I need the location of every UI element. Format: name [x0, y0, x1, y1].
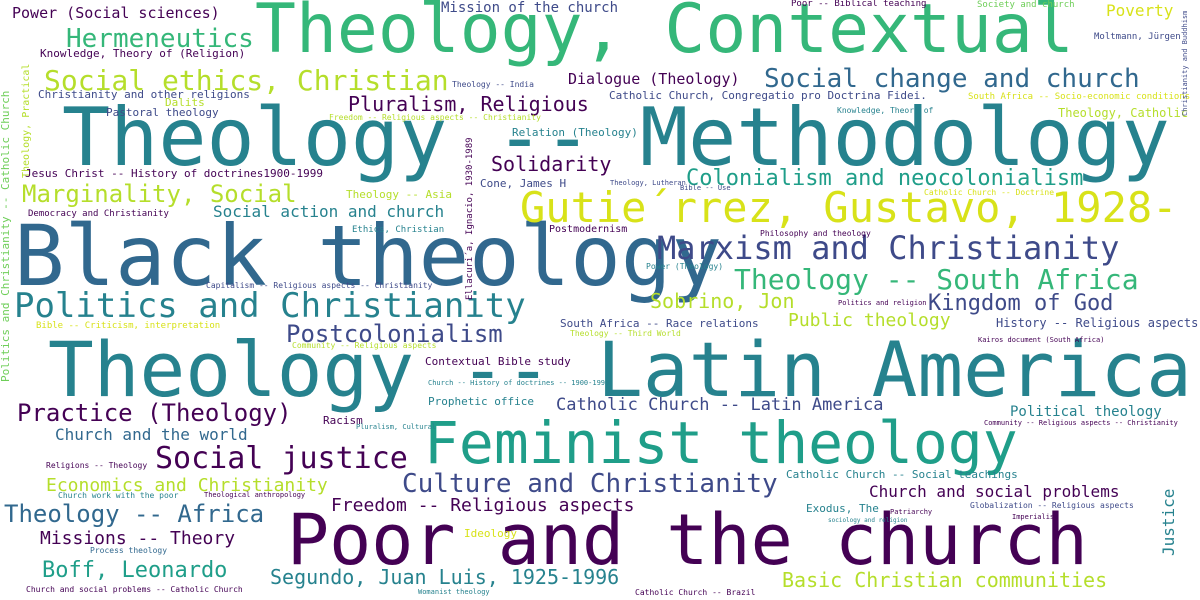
cloud-word: Economics and Christianity: [46, 475, 328, 496]
cloud-word: Ethics, Christian: [352, 225, 445, 235]
cloud-word: Postmodernism: [549, 224, 628, 235]
cloud-word: Theology -- Third World: [570, 329, 681, 338]
cloud-word: Pastoral theology: [106, 106, 219, 119]
cloud-word: Missions -- Theory: [40, 528, 236, 549]
cloud-word: Politics and religion: [838, 299, 927, 307]
cloud-word: Theology -- Africa: [4, 500, 265, 528]
cloud-word: sociology and religion: [828, 517, 908, 524]
cloud-word: Pluralism, Cultural: [356, 423, 437, 431]
cloud-word: Theology, Lutheran: [610, 179, 686, 187]
cloud-word: Theology -- South Africa: [734, 263, 1139, 296]
cloud-word: Social action and church: [213, 202, 445, 221]
cloud-word: Theology -- Latin America: [48, 325, 1192, 414]
cloud-word: Theology, Practical: [21, 63, 32, 178]
cloud-word: Process theology: [90, 546, 168, 555]
cloud-word: Power (Theology): [646, 262, 724, 271]
cloud-word: Freedom -- Religious aspects: [331, 495, 635, 516]
cloud-word: Relation (Theology): [512, 126, 638, 139]
cloud-word: Poor and the church: [287, 499, 1088, 581]
cloud-word: Kingdom of God: [928, 291, 1114, 316]
cloud-word: Knowledge, Theory of (Religion): [40, 47, 246, 60]
cloud-word: Church and social problems: [869, 482, 1120, 501]
cloud-word: Social justice: [155, 441, 408, 476]
cloud-word: Basic Christian communities: [782, 568, 1108, 592]
cloud-word: Bible -- Use: [680, 184, 731, 192]
cloud-word: Catholic Church -- Brazil: [635, 588, 756, 597]
cloud-word: Poor -- Biblical teaching: [791, 0, 927, 9]
cloud-word: Catholic Church -- Latin America: [556, 395, 884, 415]
cloud-word: Dialogue (Theology): [568, 70, 740, 88]
cloud-word: Colonialism and neocolonialism: [686, 166, 1084, 191]
cloud-word: Contextual Bible study: [425, 355, 571, 368]
cloud-word: Moltmann, Jürgen: [1094, 32, 1181, 42]
cloud-word: History -- Religious aspects: [996, 316, 1199, 330]
cloud-word: Religions -- Theology: [46, 461, 148, 470]
cloud-word: Culture and Christianity: [402, 469, 778, 499]
cloud-word: Church work with the poor: [58, 491, 179, 500]
cloud-word: Jesus Christ -- History of doctrines1900…: [25, 167, 324, 180]
cloud-word: Patriarchy: [890, 508, 933, 516]
cloud-word: Theology, Contextual: [255, 0, 1074, 69]
cloud-word: Ideology: [464, 527, 517, 540]
cloud-word: Segundo, Juan Luis, 1925-1996: [270, 565, 620, 589]
cloud-word: Hermeneutics: [66, 24, 254, 54]
cloud-word: Democracy and Christianity: [28, 209, 169, 219]
cloud-word: Christianity and Buddhism: [1181, 10, 1189, 116]
cloud-word: Community -- Religious aspects -- Christ…: [984, 419, 1178, 427]
cloud-word: Community -- Religious aspects: [292, 341, 437, 350]
cloud-word: Black theology: [14, 207, 723, 305]
cloud-word: Church and the world: [55, 425, 248, 444]
cloud-word: Public theology: [788, 310, 951, 331]
cloud-word: Poverty: [1106, 1, 1174, 20]
cloud-word: Freedom -- Religious aspects -- Christia…: [329, 113, 541, 122]
cloud-word: Prophetic office: [428, 395, 534, 408]
cloud-word: Christianity and other religions: [38, 88, 250, 101]
cloud-word: Cone, James H: [480, 177, 567, 190]
cloud-word: Pluralism, Religious: [348, 92, 589, 116]
cloud-word: Racism: [323, 414, 363, 427]
cloud-word: Mission of the church: [441, 0, 619, 16]
cloud-word: Exodus, The: [806, 502, 879, 515]
cloud-word: Solidarity: [491, 152, 612, 176]
cloud-word: Imperialism: [1012, 513, 1059, 521]
cloud-word: Kairos document (South Africa): [978, 336, 1105, 344]
cloud-word: Justice: [1159, 488, 1178, 556]
cloud-word: Globalization -- Religious aspects: [970, 501, 1134, 510]
cloud-word: Dalits: [165, 96, 205, 109]
cloud-word: Marxism and Christianity: [657, 229, 1120, 267]
cloud-word: Marginality, Social: [22, 180, 297, 208]
cloud-word: Power (Social sciences): [12, 4, 220, 22]
cloud-word: Ellacuri´a, Ignacio, 1930-1989: [465, 137, 475, 300]
cloud-word: Social change and church: [764, 64, 1140, 94]
cloud-word: Capitalism -- Religious aspects -- Chris…: [206, 281, 433, 290]
cloud-word: Gutie´rrez, Gustavo, 1928-: [520, 183, 1178, 232]
cloud-word: Theological anthropology: [204, 491, 306, 499]
cloud-word: Theology, Catholic: [1058, 106, 1189, 120]
cloud-word: Politics and Christianity -- Catholic Ch…: [0, 90, 12, 382]
cloud-word: Theology -- Methodology: [62, 91, 1170, 184]
cloud-word: Society and church: [977, 0, 1075, 10]
cloud-word: Feminist theology: [424, 409, 1018, 477]
cloud-word: South Africa -- Race relations: [560, 317, 759, 330]
cloud-word: Church and social problems -- Catholic C…: [26, 585, 243, 594]
cloud-word: Knowledge, Theory of: [837, 106, 934, 115]
cloud-word: Bible -- Criticism, interpretation: [36, 321, 221, 331]
cloud-word: Theology -- India: [452, 80, 534, 89]
cloud-word: Postcolonialism: [286, 320, 503, 348]
cloud-word: Womanist theology: [418, 588, 490, 596]
cloud-word: Church -- History of doctrines -- 1900-1…: [428, 379, 610, 387]
cloud-word: Practice (Theology): [17, 399, 292, 427]
cloud-word: Catholic Church -- Social teachings: [786, 468, 1018, 481]
cloud-word: Philosophy and theology: [760, 229, 871, 238]
cloud-word: Social ethics, Christian: [44, 64, 449, 97]
cloud-word: South Africa -- Socio-economic condition…: [968, 92, 1191, 102]
cloud-word: Catholic Church, Congregatio pro Doctrin…: [609, 89, 927, 102]
cloud-word: Politics and Christianity: [14, 286, 526, 326]
cloud-word: Theology -- Asia: [346, 188, 452, 201]
cloud-word: Catholic Church -- Doctrine: [924, 188, 1055, 197]
cloud-word: Political theology: [1010, 404, 1162, 420]
cloud-word: Sobrino, Jon: [650, 289, 795, 313]
cloud-word: Boff, Leonardo: [42, 558, 228, 583]
